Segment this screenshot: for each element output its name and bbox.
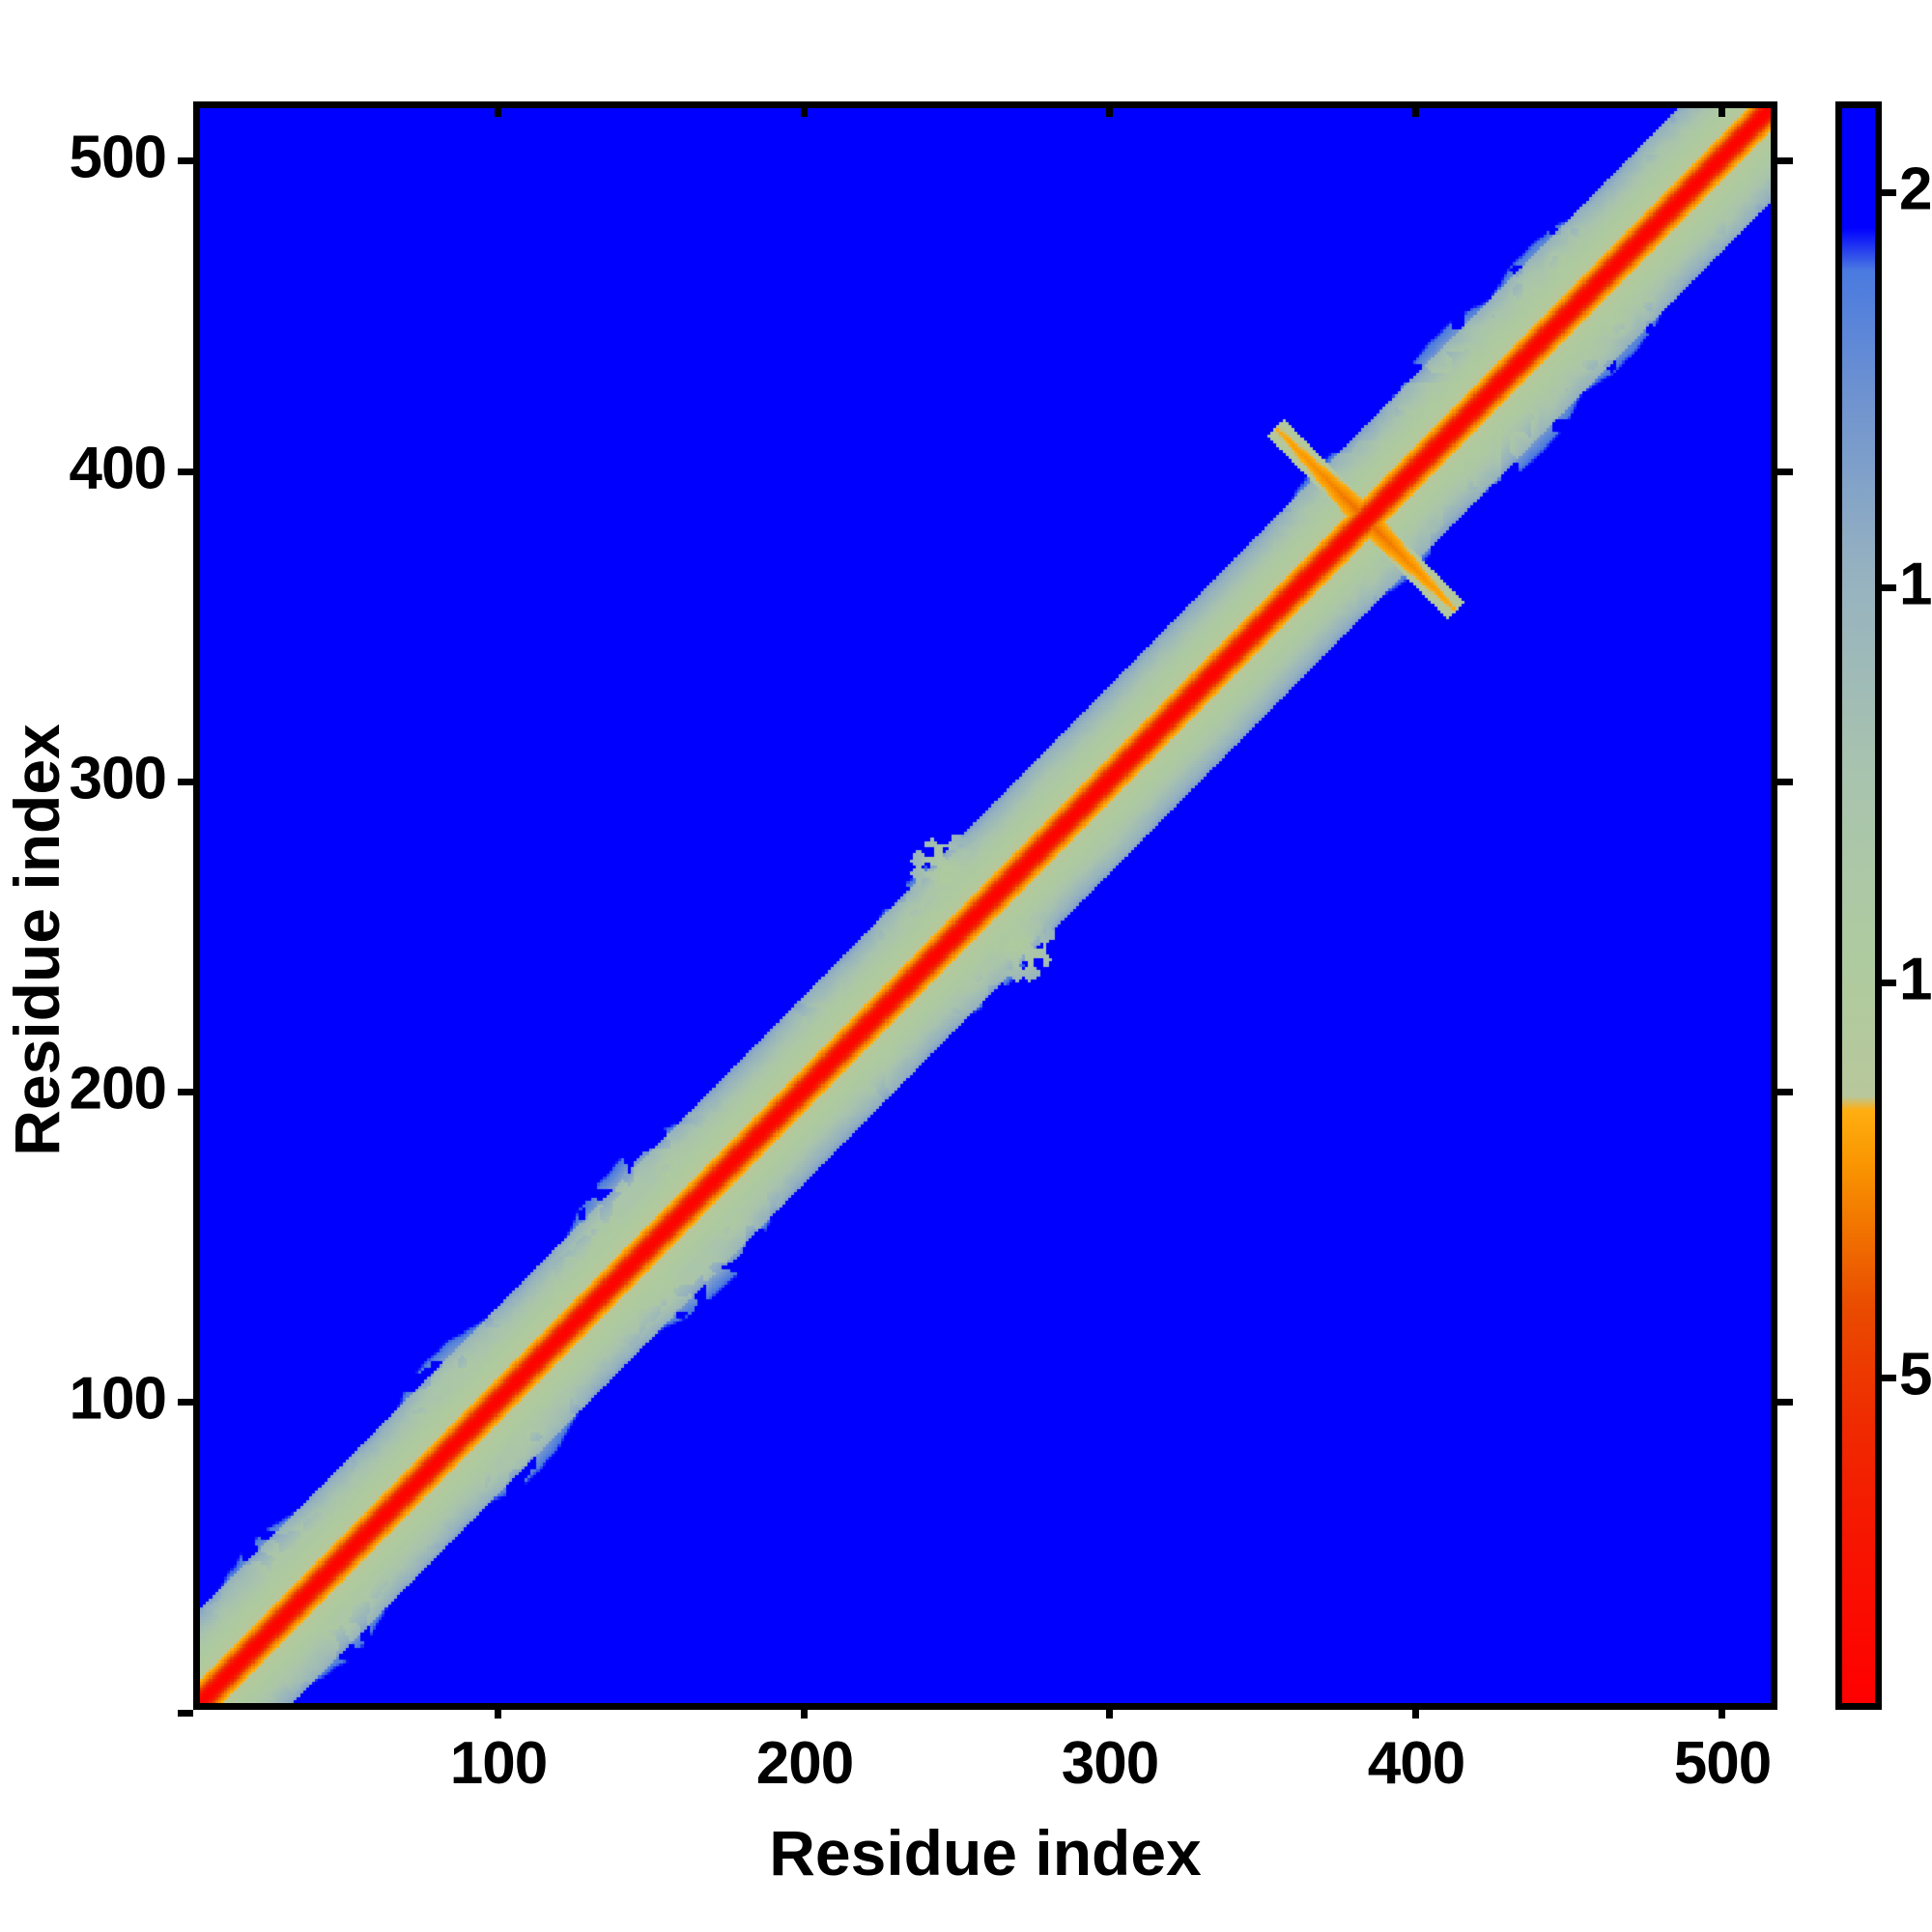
ytick-right-200 (1777, 1089, 1793, 1095)
ytick-label-300: 300 (69, 745, 167, 812)
ytick-300 (178, 779, 193, 785)
ytick-400 (178, 469, 193, 475)
ytick-100 (178, 1399, 193, 1406)
colorbar-tick-5 (1882, 1375, 1896, 1381)
xtick-label-400: 400 (1367, 1730, 1465, 1797)
xtick-top-400 (1412, 101, 1419, 117)
xtick-top-200 (801, 101, 808, 117)
ytick-right-300 (1777, 779, 1793, 785)
colorbar-tick-15 (1882, 584, 1896, 591)
ytick-label-100: 100 (69, 1365, 167, 1433)
colorbar-label-5: 5 (1899, 1341, 1932, 1408)
xtick-top-100 (495, 101, 501, 117)
xtick-label-300: 300 (1061, 1730, 1159, 1797)
xtick-300 (1106, 1703, 1113, 1719)
ytick-500 (178, 157, 193, 164)
ytick-right-400 (1777, 469, 1793, 475)
xtick-400 (1412, 1703, 1419, 1719)
ytick-right-100 (1777, 1399, 1793, 1406)
ytick-200 (178, 1089, 193, 1095)
xtick-top-300 (1106, 101, 1113, 117)
xtick-label-100: 100 (449, 1730, 548, 1797)
colorbar-tick-10 (1882, 980, 1896, 986)
xtick-top-500 (1719, 101, 1725, 117)
colorbar-label-20: 20 (1899, 156, 1932, 223)
ytick-right-500 (1777, 157, 1793, 164)
distance-map-heatmap (200, 108, 1771, 1703)
ytick-label-500: 500 (69, 124, 167, 191)
colorbar-tick-20 (1882, 189, 1896, 196)
distance-map-axes (193, 101, 1777, 1710)
xtick-label-500: 500 (1673, 1730, 1772, 1797)
xtick-200 (801, 1703, 808, 1719)
colorbar-label-15: 15 (1899, 551, 1932, 618)
y-axis-title: Residue index (1, 724, 72, 1156)
ytick-label-400: 400 (69, 435, 167, 502)
ytick-0 (178, 1710, 193, 1717)
x-axis-title: Residue index (769, 1817, 1202, 1889)
xtick-500 (1719, 1703, 1725, 1719)
colorbar (1835, 101, 1882, 1710)
colorbar-gradient (1842, 108, 1875, 1703)
colorbar-label-10: 10 (1899, 946, 1932, 1013)
ytick-label-200: 200 (69, 1055, 167, 1122)
xtick-100 (495, 1703, 501, 1719)
xtick-label-200: 200 (755, 1730, 854, 1797)
